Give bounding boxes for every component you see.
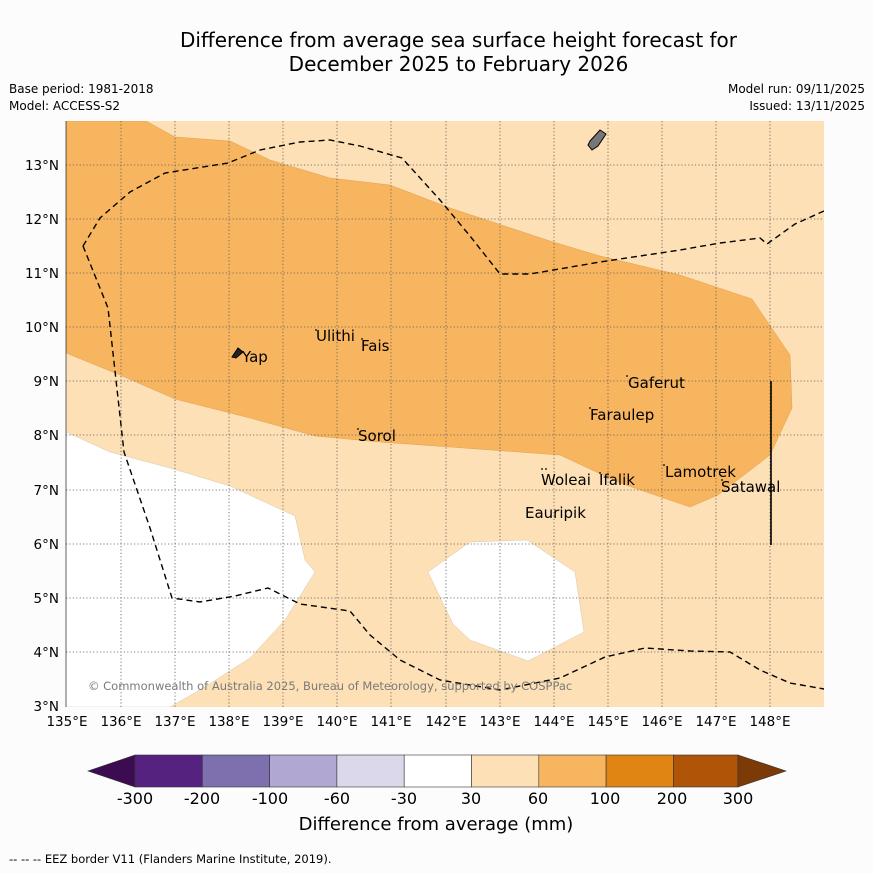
lat-label: 10°N: [25, 320, 59, 336]
eez-border-line: [82, 139, 824, 275]
lon-label: 136°E: [100, 714, 141, 730]
place-eauripik: Eauripik: [525, 504, 586, 522]
colorbar-label: Difference from average (mm): [299, 814, 574, 835]
title-line-2: December 2025 to February 2026: [288, 52, 629, 76]
place-lamotrek: Lamotrek: [665, 463, 736, 481]
longitude-labels: 135°E 136°E 137°E 138°E 139°E 140°E 141°…: [46, 714, 790, 730]
copyright-notice: © Commonwealth of Australia 2025, Bureau…: [88, 679, 572, 693]
lon-label: 139°E: [262, 714, 303, 730]
anomaly-near-zero-central: [427, 539, 585, 662]
base-period: Base period: 1981-2018: [9, 82, 154, 96]
place-satawal: Satawal: [721, 478, 780, 496]
lon-label: 146°E: [641, 714, 682, 730]
model-info: Base period: 1981-2018 Model: ACCESS-S2: [9, 81, 154, 115]
lon-label: 138°E: [208, 714, 249, 730]
model-run: Model run: 09/11/2025: [727, 82, 865, 96]
lon-label: 148°E: [749, 714, 790, 730]
place-sorol: Sorol: [358, 427, 396, 445]
lat-label: 9°N: [34, 374, 59, 390]
lat-label: 13°N: [25, 158, 59, 174]
colorbar-ticks: -300 -200 -100 -60 -30 30 60 100 200 300: [117, 789, 753, 808]
lon-label: 142°E: [425, 714, 466, 730]
lat-label: 12°N: [25, 212, 59, 228]
colorbar: [87, 754, 787, 788]
map-title: Difference from average sea surface heig…: [0, 28, 873, 76]
anomaly-near-zero-west: [66, 431, 316, 707]
colorbar-tick: -60: [324, 789, 350, 808]
lat-label: 8°N: [34, 428, 59, 444]
colorbar-extend-low: [87, 754, 136, 788]
lat-label: 11°N: [25, 266, 59, 282]
colorbar-bin: [605, 754, 674, 788]
place-faraulep: Faraulep: [590, 406, 654, 424]
lon-label: 141°E: [370, 714, 411, 730]
graticule: [66, 121, 824, 707]
lon-label: 137°E: [154, 714, 195, 730]
colorbar-tick: 100: [590, 789, 621, 808]
place-woleai: Woleai: [541, 471, 591, 489]
colorbar-bin: [269, 754, 338, 788]
colorbar-tick: 30: [461, 789, 481, 808]
yap-island-shape: [231, 347, 244, 359]
place-yap: Yap: [241, 348, 268, 366]
place-ulithi: Ulithi: [316, 327, 355, 345]
lon-label: 144°E: [533, 714, 574, 730]
colorbar-bin: [673, 754, 739, 788]
latitude-labels: 13°N 12°N 11°N 10°N 9°N 8°N 7°N 6°N 5°N …: [25, 158, 59, 715]
model-name: Model: ACCESS-S2: [9, 99, 121, 113]
eez-border-line-west: [82, 245, 824, 691]
colorbar-tick: -200: [184, 789, 220, 808]
lat-label: 4°N: [34, 645, 59, 661]
colorbar-bin: [336, 754, 405, 788]
place-ifalik: Ifalik: [599, 471, 635, 489]
lon-label: 143°E: [479, 714, 520, 730]
colorbar-extend-high: [737, 754, 787, 788]
colorbar-tick: 200: [657, 789, 688, 808]
run-info: Model run: 09/11/2025 Issued: 13/11/2025: [728, 81, 865, 115]
issued-date: Issued: 13/11/2025: [749, 99, 865, 113]
lon-label: 147°E: [695, 714, 736, 730]
guam-island-shape: [587, 129, 607, 151]
lat-label: 7°N: [34, 483, 59, 499]
place-gaferut: Gaferut: [628, 374, 685, 392]
title-line-1: Difference from average sea surface heig…: [179, 28, 738, 52]
colorbar-tick: -30: [391, 789, 417, 808]
anomaly-60-100-region: [66, 121, 793, 508]
map-area: Ulithi Yap Fais Gaferut Faraulep Sorol W…: [66, 121, 824, 707]
colorbar-bin: [202, 754, 270, 788]
lon-label: 140°E: [316, 714, 357, 730]
place-fais: Fais: [361, 337, 390, 355]
colorbar-bin: [134, 754, 203, 788]
colorbar-bin: [471, 754, 540, 788]
colorbar-bin: [538, 754, 607, 788]
lat-label: 6°N: [34, 537, 59, 553]
lon-label: 145°E: [587, 714, 628, 730]
colorbar-bin: [403, 754, 472, 788]
lon-label: 135°E: [46, 714, 87, 730]
lat-label: 5°N: [34, 591, 59, 607]
colorbar-tick: 60: [528, 789, 548, 808]
colorbar-tick: -300: [117, 789, 153, 808]
atoll-markers: [315, 329, 723, 481]
colorbar-tick: 300: [723, 789, 754, 808]
eez-legend-note: -- -- -- EEZ border V11 (Flanders Marine…: [9, 852, 332, 866]
lat-label: 3°N: [34, 699, 59, 715]
colorbar-tick: -100: [252, 789, 288, 808]
